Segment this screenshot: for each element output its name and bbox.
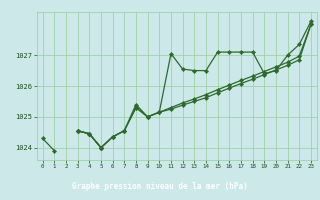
Text: Graphe pression niveau de la mer (hPa): Graphe pression niveau de la mer (hPa) [72,182,248,191]
